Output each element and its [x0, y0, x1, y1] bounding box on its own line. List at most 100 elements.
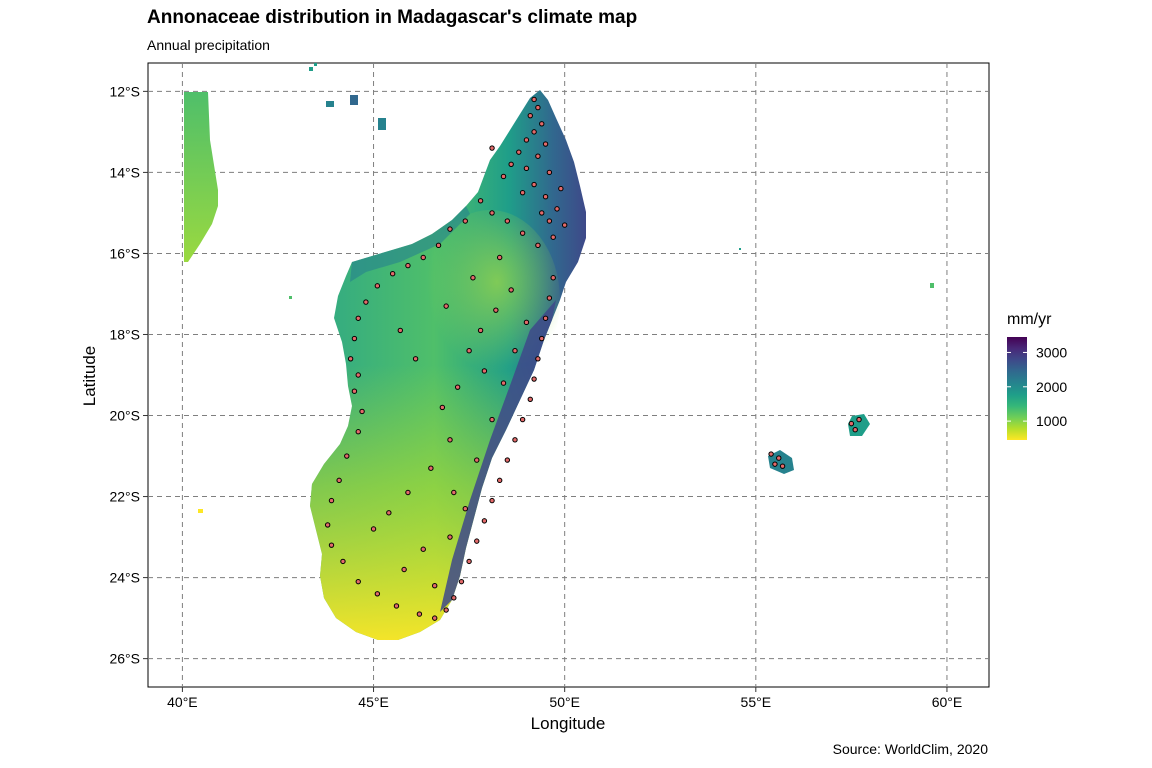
legend-title: mm/yr [1007, 311, 1052, 328]
occurrence-point [328, 497, 335, 504]
occurrence-point [512, 437, 518, 443]
occurrence-point [363, 299, 369, 305]
y-tick-label: 12°S [109, 83, 140, 99]
occurrence-point [397, 327, 403, 334]
occurrence-point [340, 558, 346, 565]
occurrence-point [420, 546, 426, 552]
occurrence-point [405, 489, 411, 496]
legend-tick-label: 1000 [1036, 413, 1067, 429]
northwest-coast-strip [350, 206, 470, 282]
x-axis-label: Longitude [530, 714, 606, 733]
occurrence-point [531, 129, 537, 135]
occurrence-point [848, 420, 855, 427]
islet-f [289, 296, 292, 299]
occurrence-point [474, 457, 480, 463]
occurrence-point [432, 583, 438, 589]
occurrence-point [493, 307, 499, 313]
occurrence-point [527, 112, 533, 119]
occurrence-point [447, 437, 453, 443]
occurrence-point [451, 595, 457, 601]
islet-e [378, 118, 386, 130]
occurrence-point [531, 96, 537, 103]
occurrence-point [355, 315, 361, 321]
occurrence-point [558, 185, 564, 192]
y-tick-label: 14°S [109, 164, 140, 180]
occurrence-point [393, 603, 400, 609]
occurrence-point [474, 538, 480, 544]
occurrence-point [776, 455, 782, 461]
islet-g [198, 509, 203, 513]
occurrence-point [535, 104, 541, 111]
occurrence-point [374, 591, 381, 597]
occurrence-point [439, 404, 446, 411]
legend-tick-label: 3000 [1036, 344, 1067, 360]
occurrence-point [489, 210, 495, 216]
occurrence-point [496, 254, 503, 261]
occurrence-point [508, 287, 514, 293]
occurrence-point [462, 218, 468, 224]
occurrence-point [531, 181, 537, 188]
occurrence-point [443, 303, 449, 309]
y-tick-label: 20°S [109, 408, 140, 424]
chart-subtitle: Annual precipitation [147, 37, 270, 53]
x-axis: 40°E 45°E 50°E 55°E 60°E [167, 687, 962, 710]
occurrence-point [546, 218, 553, 224]
occurrence-point [351, 335, 358, 342]
occurrence-point [546, 169, 553, 176]
occurrence-point [539, 210, 545, 216]
occurrence-point [328, 542, 335, 548]
occurrence-point [516, 149, 522, 155]
y-tick-label: 26°S [109, 651, 140, 667]
y-axis: 12°S 14°S 16°S 18°S 20°S 22°S 24°S 26°S [109, 83, 148, 667]
occurrence-point [496, 477, 503, 484]
occurrence-point [500, 173, 507, 180]
occurrence-point [779, 463, 786, 469]
occurrence-point [489, 497, 495, 504]
occurrence-point [523, 319, 530, 326]
islet-d [350, 95, 358, 105]
y-tick-label: 22°S [109, 489, 140, 505]
legend-tick-label: 2000 [1036, 379, 1067, 395]
channel-strip-island [184, 92, 218, 262]
occurrence-point [554, 206, 560, 212]
occurrence-point [477, 198, 484, 204]
occurrence-point [420, 254, 426, 261]
occurrence-point [481, 518, 488, 524]
occurrence-point [550, 234, 556, 240]
occurrence-point [355, 578, 361, 585]
reunion-island [768, 450, 794, 474]
occurrence-point [401, 566, 407, 573]
occurrence-point [542, 194, 549, 200]
occurrence-point [542, 141, 549, 147]
occurrence-point [470, 275, 476, 281]
occurrence-point [508, 161, 514, 167]
occurrence-point [432, 615, 438, 621]
occurrence-point [435, 242, 442, 249]
y-tick-label: 18°S [109, 326, 140, 342]
occurrence-point [535, 153, 541, 159]
occurrence-point [489, 416, 495, 423]
occurrence-point [412, 356, 419, 362]
occurrence-point [523, 165, 530, 172]
occurrence-point [347, 356, 354, 362]
occurrence-point [527, 396, 533, 403]
occurrence-point [504, 457, 511, 463]
islet-b [314, 63, 317, 66]
x-tick-label: 45°E [358, 694, 389, 710]
x-tick-label: 60°E [932, 694, 963, 710]
occurrence-point [535, 356, 541, 362]
occurrence-point [512, 347, 518, 354]
y-tick-label: 16°S [109, 245, 140, 261]
legend: 1000 2000 3000 [1007, 337, 1067, 440]
occurrence-point [531, 376, 537, 382]
occurrence-point [477, 327, 484, 334]
legend-ticks: 1000 2000 3000 [1007, 344, 1067, 429]
islet-h [930, 283, 934, 288]
occurrence-point [389, 271, 396, 277]
occurrence-point [504, 218, 511, 224]
occurrence-point [852, 427, 858, 433]
occurrence-point [542, 315, 549, 321]
occurrence-point [355, 429, 361, 435]
occurrence-point [351, 388, 358, 394]
occurrence-point [768, 451, 774, 457]
